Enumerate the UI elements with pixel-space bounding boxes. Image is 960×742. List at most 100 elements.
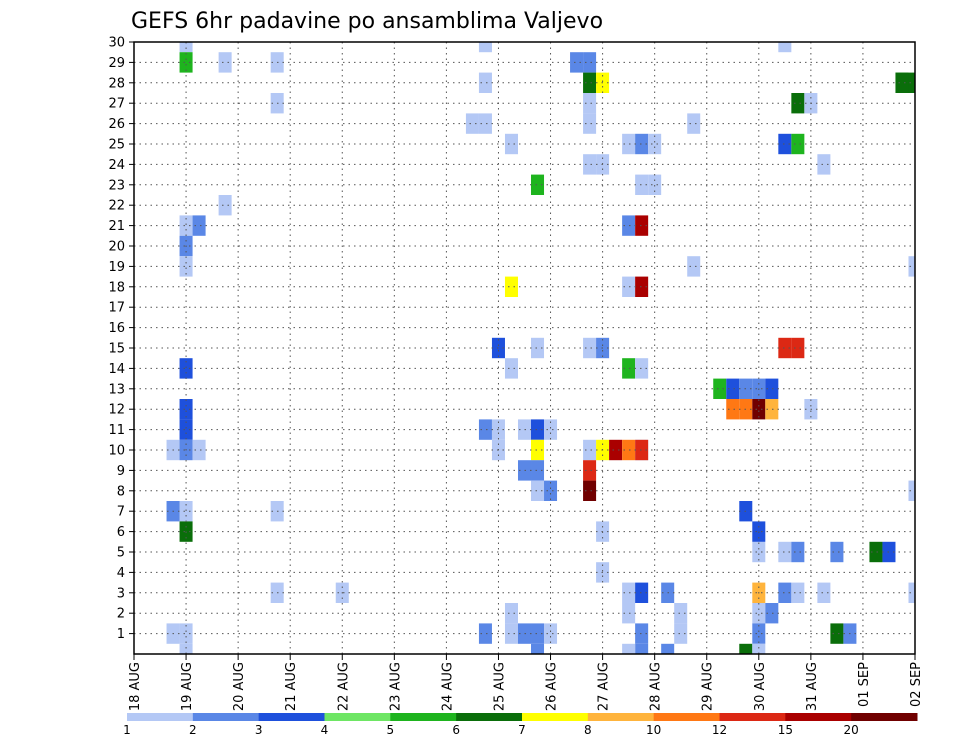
colorbar-label: 5 [387,723,395,737]
x-tick-label: 29 AUG [701,662,716,711]
colorbar-label: 10 [646,723,661,737]
cell-42 [531,419,545,440]
x-tick-label: 24 AUG [440,662,455,711]
cell-7 [179,399,193,420]
cell-84 [622,643,636,654]
cell-38 [531,337,545,359]
cell-1 [179,52,193,73]
y-tick-label: 14 [108,362,125,377]
cell-57 [583,93,597,114]
x-tick-label: 30 AUG [753,662,768,711]
colorbar-segment [851,713,918,721]
cell-85 [635,133,649,155]
colorbar-segment [258,713,325,721]
cell-122 [778,541,792,563]
cell-35 [504,623,518,644]
cell-3 [192,215,206,236]
cell-131 [869,541,883,563]
y-tick-label: 19 [108,260,125,275]
cell-83 [635,643,649,654]
y-tick-label: 11 [108,423,125,438]
cell-52 [531,643,545,654]
cell-137 [908,480,915,501]
cell-91 [661,643,675,654]
cell-66 [609,439,623,461]
colorbar-segment [522,713,589,721]
cell-12 [179,501,193,522]
x-tick-label: 01 SEP [857,662,872,707]
cell-53 [570,52,584,73]
y-tick-label: 24 [108,158,125,173]
cell-31 [478,419,492,440]
colorbar-label: 12 [712,723,727,737]
cell-43 [544,419,558,440]
cell-67 [622,439,636,461]
colorbar-segment [719,713,786,721]
x-tick-label: 25 AUG [492,662,507,711]
cell-69 [635,439,649,461]
cell-116 [791,133,805,155]
y-tick-label: 13 [108,382,125,397]
y-tick-label: 27 [108,97,125,112]
grid-layer [134,42,915,654]
cell-117 [791,93,805,114]
cell-96 [713,378,727,399]
y-tick-label: 7 [117,505,125,520]
y-tick-label: 1 [117,627,125,642]
colorbar-segment [456,713,523,721]
cell-0 [179,42,193,53]
cell-129 [830,623,844,644]
cell-77 [635,276,649,297]
cell-55 [583,72,597,93]
cell-16 [179,623,193,644]
cell-29 [504,133,518,155]
y-tick-label: 21 [108,219,125,234]
colorbar-label: 4 [321,723,329,737]
y-tick-label: 4 [117,566,125,581]
y-axis: 1234567891011121314151617181920212223242… [108,36,134,642]
y-tick-label: 22 [108,199,125,214]
y-tick-label: 8 [117,484,125,499]
cell-111 [752,643,766,654]
y-tick-label: 26 [108,117,125,132]
cell-73 [622,133,636,155]
cell-94 [687,113,701,134]
cell-8 [179,419,193,440]
cell-88 [648,174,662,195]
y-tick-label: 28 [108,76,125,91]
cell-95 [687,256,701,277]
y-tick-label: 23 [108,178,125,193]
x-tick-label: 26 AUG [545,662,560,711]
colorbar-segment [653,713,720,721]
cell-61 [583,337,597,359]
x-tick-label: 28 AUG [649,662,664,711]
colorbar-segment [127,713,194,721]
x-axis: 18 AUG 19 AUG 20 AUG 21 AUG 22 AUG 23 AUG 24 A… [128,654,924,711]
cell-40 [504,276,518,297]
cell-135 [908,72,915,93]
y-tick-label: 3 [117,586,125,601]
x-tick-label: 02 SEP [909,662,924,707]
cell-123 [791,541,805,563]
cell-79 [635,358,649,379]
cell-36 [504,603,518,624]
cell-86 [648,133,662,155]
cell-93 [674,623,688,644]
cell-5 [179,256,193,277]
cell-48 [544,480,558,501]
cell-74 [622,215,636,236]
y-tick-label: 20 [108,240,125,255]
cell-25 [478,42,492,53]
cell-46 [531,460,545,481]
cell-125 [791,582,805,603]
cell-105 [752,541,766,563]
cell-109 [752,623,766,644]
cell-127 [817,582,831,603]
x-tick-label: 27 AUG [597,662,612,711]
cell-19 [218,195,232,216]
cell-6 [179,358,193,379]
colorbar: 1 2 3 4 5 6 7 8 10 12 15 20 [123,713,918,737]
y-tick-label: 18 [108,280,125,295]
cells-layer [166,42,915,654]
colorbar-segment [192,713,260,721]
